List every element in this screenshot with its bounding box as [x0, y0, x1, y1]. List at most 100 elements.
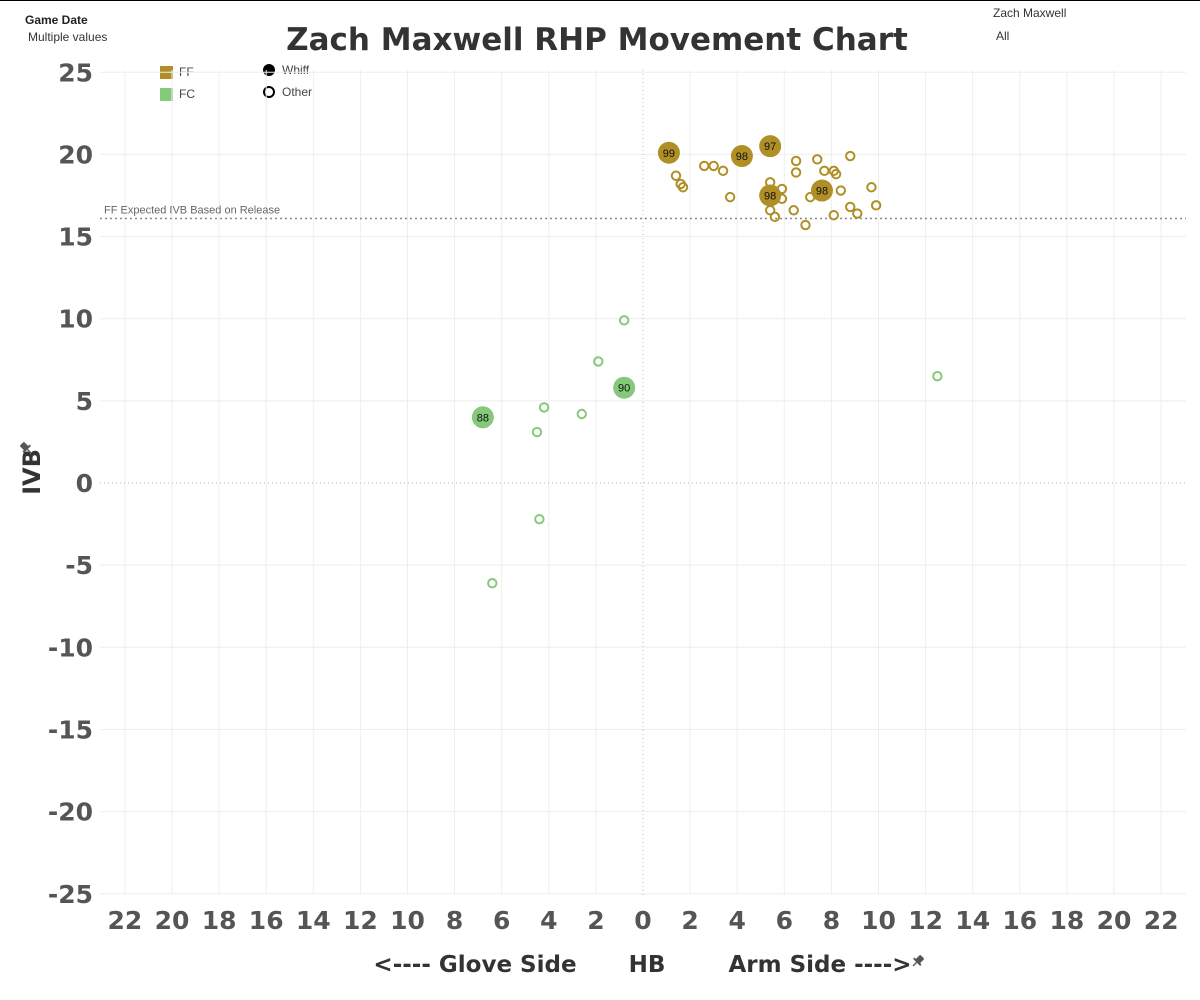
y-tick-label: -10	[48, 633, 93, 662]
game-date-filter-value[interactable]: Multiple values	[28, 30, 108, 44]
fc-other-point[interactable]	[487, 578, 498, 589]
ff-other-point[interactable]	[790, 167, 802, 178]
reference-lines: FF Expected IVB Based on Release	[100, 70, 1186, 895]
legend-label-fc: FC	[179, 87, 195, 101]
x-axis-title-glove: <---- Glove Side	[373, 952, 576, 978]
velocity-label: 90	[618, 383, 630, 395]
game-date-filter-label: Game Date	[25, 13, 88, 27]
velocity-label: 97	[764, 141, 776, 153]
data-points: 99 98 97 98 98 88 90	[471, 135, 943, 589]
y-tick-label: -25	[48, 880, 93, 909]
velocity-label: 98	[736, 151, 748, 163]
x-tick-label: 2	[681, 906, 698, 935]
pitcher-filter-value[interactable]: All	[996, 29, 1010, 43]
fc-other-point[interactable]	[531, 426, 543, 438]
x-tick-label: 18	[1050, 906, 1085, 935]
ff-other-point[interactable]	[769, 211, 781, 223]
ff-whiff-point[interactable]	[759, 184, 782, 207]
ff-whiff-point[interactable]	[759, 135, 782, 158]
ff-other-point[interactable]	[845, 201, 856, 213]
x-tick-label: 4	[540, 906, 557, 935]
x-tick-label: 18	[202, 906, 237, 935]
fc-other-point[interactable]	[618, 315, 630, 326]
grid-lines	[100, 70, 1186, 895]
legend-item-fc[interactable]: FC	[160, 83, 195, 105]
y-tick-label: 25	[58, 58, 93, 87]
x-tick-label: 16	[1002, 906, 1037, 935]
y-axis-title: IVB	[18, 449, 46, 495]
x-tick-label: 4	[728, 906, 745, 935]
ff-other-point[interactable]	[800, 219, 811, 231]
ff-other-point[interactable]	[699, 160, 710, 172]
y-tick-label: 20	[58, 140, 93, 169]
pitcher-filter-label: Zach Maxwell	[993, 6, 1067, 20]
y-tick-label: -5	[65, 551, 93, 580]
x-tick-label: 12	[343, 906, 378, 935]
pin-icon[interactable]	[18, 440, 34, 456]
ff-other-point[interactable]	[866, 182, 877, 193]
ff-other-point[interactable]	[708, 160, 719, 172]
ff-whiff-point[interactable]	[810, 179, 833, 202]
ff-other-point[interactable]	[870, 200, 882, 211]
ff-other-point[interactable]	[670, 170, 682, 181]
velocity-label: 88	[477, 412, 489, 424]
ff-other-point[interactable]	[812, 154, 823, 165]
ff-other-point[interactable]	[845, 150, 856, 162]
velocity-label: 99	[663, 148, 675, 160]
x-tick-label: 14	[296, 906, 331, 935]
fc-other-point[interactable]	[534, 513, 545, 525]
velocity-label: 98	[764, 190, 776, 202]
ff-whiff-point[interactable]	[730, 145, 753, 168]
ff-other-point[interactable]	[677, 182, 689, 193]
pitcher-filter[interactable]: Zach Maxwell All	[993, 6, 1066, 43]
fc-whiff-point[interactable]	[471, 406, 494, 429]
fc-color-swatch	[160, 87, 173, 101]
x-tick-label: 22	[108, 906, 143, 935]
top-border	[0, 0, 1200, 1]
x-tick-label: 16	[249, 906, 284, 935]
y-tick-label: 15	[58, 223, 93, 252]
ff-other-point[interactable]	[790, 155, 802, 167]
fc-other-point[interactable]	[932, 371, 943, 382]
x-tick-label: 6	[776, 906, 793, 935]
ff-other-point[interactable]	[830, 168, 842, 180]
x-tick-label: 0	[634, 906, 651, 935]
ff-other-point[interactable]	[819, 165, 830, 177]
x-tick-label: 10	[390, 906, 425, 935]
x-tick-label: 20	[1097, 906, 1132, 935]
ff-whiff-point[interactable]	[657, 141, 680, 164]
expected-ivb-label: FF Expected IVB Based on Release	[104, 204, 280, 216]
fc-whiff-point[interactable]	[613, 376, 636, 399]
fc-other-point[interactable]	[538, 402, 550, 413]
x-tick-label: 8	[446, 906, 463, 935]
x-axis-title-arm: Arm Side ---->	[728, 952, 911, 978]
legend-item-whiff[interactable]: Whiff	[263, 59, 312, 81]
ff-other-point[interactable]	[828, 209, 839, 221]
legend-label-other: Other	[282, 85, 313, 99]
x-tick-label: 20	[155, 906, 190, 935]
fc-other-point[interactable]	[593, 356, 604, 367]
ff-other-point[interactable]	[724, 191, 736, 203]
y-tick-label: -15	[48, 715, 93, 744]
pin-icon[interactable]	[910, 953, 926, 969]
x-tick-label: 2	[587, 906, 604, 935]
ff-other-point[interactable]	[835, 185, 847, 196]
velocity-label: 98	[816, 186, 828, 198]
y-tick-label: 0	[76, 469, 93, 498]
chart-title: Zach Maxwell RHP Movement Chart	[286, 22, 908, 58]
x-axis-title-hb: HB	[629, 952, 666, 978]
x-tick-label: 22	[1144, 906, 1179, 935]
y-tick-label: -20	[48, 798, 93, 827]
ff-other-point[interactable]	[717, 165, 729, 177]
fc-other-point[interactable]	[576, 408, 587, 420]
x-tick-label: 12	[908, 906, 943, 935]
ff-other-point[interactable]	[788, 205, 799, 216]
x-tick-label: 8	[823, 906, 840, 935]
game-date-filter[interactable]: Game Date Multiple values	[25, 13, 107, 44]
x-tick-label: 14	[955, 906, 990, 935]
ff-other-point[interactable]	[852, 208, 863, 219]
x-tick-label: 6	[493, 906, 510, 935]
y-tick-label: 5	[76, 387, 93, 416]
